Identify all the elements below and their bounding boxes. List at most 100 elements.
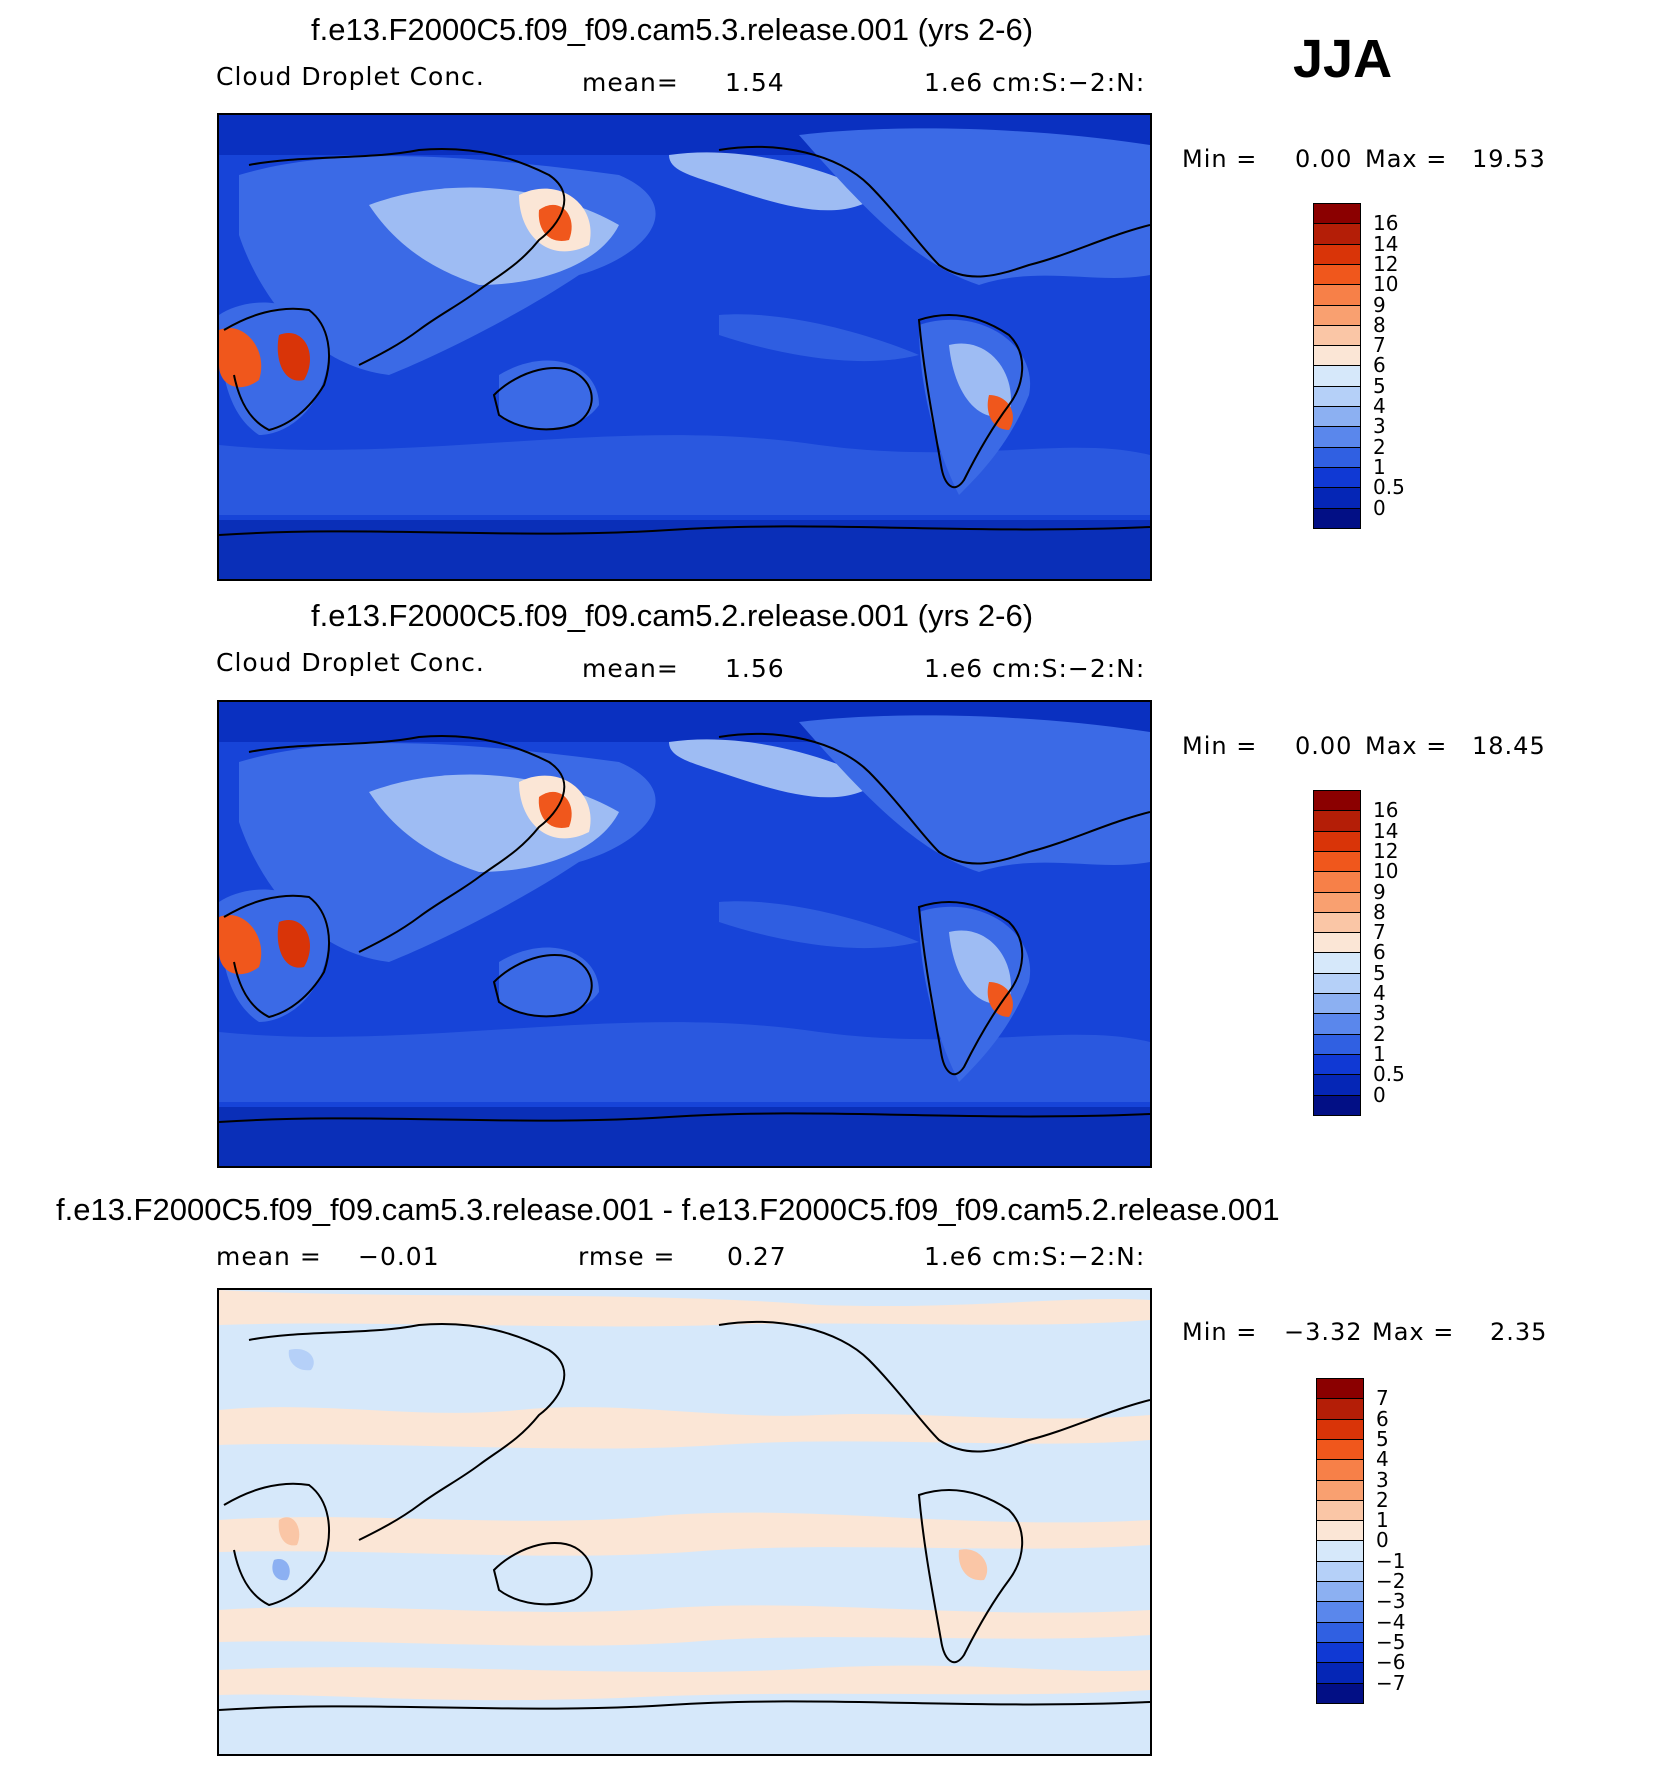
panel-1-colorbar-swatch <box>1313 385 1361 408</box>
panel-2-north-pacific-plume <box>669 739 879 798</box>
panel-1-map-svg <box>219 115 1150 579</box>
panel-3-cool-anomaly-europe <box>288 1349 314 1371</box>
panel-1-colorbar-label: 2 <box>1373 434 1386 459</box>
panel-2-min-label: Min = <box>1182 732 1258 760</box>
panel-1-colorbar-swatch <box>1313 406 1361 428</box>
panel-1-africa-plume-east <box>277 333 310 381</box>
panel-3-mean-label: mean = <box>216 1242 322 1271</box>
panel-3-coastlines <box>219 1320 1150 1711</box>
panel-2-colorbar-swatch <box>1313 1033 1361 1056</box>
panel-1-map <box>217 113 1152 581</box>
panel-3-colorbar-label: −4 <box>1376 1609 1406 1634</box>
panel-3-title: f.e13.F2000C5.f09_f09.cam5.3.release.001… <box>56 1192 1280 1227</box>
panel-1-north-pacific-plume <box>669 152 879 211</box>
panel-3-min-value: −3.32 <box>1284 1318 1363 1346</box>
panel-2-colorbar-swatch <box>1313 1074 1361 1096</box>
panel-1-title: f.e13.F2000C5.f09_f09.cam5.3.release.001… <box>311 12 1034 47</box>
panel-1-colorbar-swatch <box>1313 203 1361 225</box>
panel-2-colorbar-label: 8 <box>1373 899 1386 924</box>
panel-3-min-label: Min = <box>1182 1318 1258 1346</box>
panel-2-max-value: 18.45 <box>1472 732 1546 760</box>
panel-1-min-value: 0.00 <box>1295 145 1353 173</box>
panel-3-map <box>217 1288 1152 1756</box>
panel-2-africa-plume-west <box>219 915 262 975</box>
panel-3-colorbar-swatch <box>1316 1662 1364 1684</box>
panel-3-max-label: Max = <box>1372 1318 1455 1346</box>
panel-3-colorbar-label: 1 <box>1376 1508 1389 1533</box>
panel-2-map-svg <box>219 702 1150 1166</box>
panel-1-max-label: Max = <box>1365 145 1448 173</box>
panel-3-colorbar-swatch <box>1316 1621 1364 1644</box>
panel-3-colorbar-label: −5 <box>1376 1629 1406 1654</box>
panel-1-units: 1.e6 cm:S:−2:N: <box>924 68 1146 97</box>
panel-2-colorbar-label: 3 <box>1373 1001 1386 1026</box>
panel-2-colorbar-label: 5 <box>1373 960 1386 985</box>
panel-2-colorbar-swatch <box>1313 891 1361 914</box>
panel-3-colorbar-swatch <box>1316 1479 1364 1502</box>
panel-2-max-label: Max = <box>1365 732 1448 760</box>
panel-3-colorbar-label: −2 <box>1376 1569 1406 1593</box>
panel-3-colorbar-swatch <box>1316 1560 1364 1583</box>
panel-1-africa-plume-west <box>219 328 262 388</box>
panel-2-australia <box>499 947 599 1016</box>
panel-1-colorbar-swatch <box>1313 243 1361 266</box>
panel-2-colorbar-swatch <box>1313 810 1361 833</box>
panel-1-pacific-band <box>719 314 919 362</box>
panel-1-southern-band <box>219 435 1150 515</box>
panel-2-colorbar-swatch <box>1313 972 1361 995</box>
panel-1-brazil-hot <box>987 395 1013 430</box>
panel-1-field-label: Cloud Droplet Conc. <box>216 62 485 91</box>
panel-3-colorbar-label: 6 <box>1376 1406 1389 1431</box>
panel-2-field-label: Cloud Droplet Conc. <box>216 648 485 677</box>
panel-3-colorbar-swatch <box>1316 1641 1364 1664</box>
panel-1-antarctic-band <box>219 520 1150 579</box>
panel-1-colorbar-label: 6 <box>1373 353 1386 378</box>
panel-1-colorbar-label: 4 <box>1373 394 1386 418</box>
panel-2-colorbar-swatch <box>1313 952 1361 975</box>
panel-3-colorbar-swatch <box>1316 1398 1364 1421</box>
panel-2-brazil-hot <box>987 982 1013 1017</box>
panel-3-warm-band-mid <box>219 1407 1150 1449</box>
panel-1-colorbar-swatch <box>1313 284 1361 306</box>
panel-3-units: 1.e6 cm:S:−2:N: <box>924 1242 1146 1271</box>
panel-3-colorbar-swatch <box>1316 1682 1364 1705</box>
panel-1-colorbar-swatch <box>1313 365 1361 388</box>
panel-1-colorbar-label: 7 <box>1373 333 1386 358</box>
panel-2-colorbar-swatch <box>1313 1013 1361 1036</box>
panel-2-colorbar-label: 0.5 <box>1373 1062 1405 1087</box>
panel-3-colorbar-label: 2 <box>1376 1487 1389 1512</box>
panel-2-colorbar-label: 14 <box>1373 818 1399 843</box>
panel-3-colorbar-label: 0 <box>1376 1528 1389 1553</box>
panel-1-colorbar-swatch <box>1313 223 1361 246</box>
panel-2-colorbar-swatch <box>1313 830 1361 853</box>
panel-3-warm-band-north <box>219 1290 1150 1327</box>
panel-3-mean-value: −0.01 <box>358 1242 440 1271</box>
panel-2-colorbar-swatch <box>1313 790 1361 812</box>
panel-2-colorbar: 16 14 12 10 9 8 7 6 5 4 3 2 1 0.5 0 <box>1313 790 1473 1160</box>
panel-1-colorbar-swatch <box>1313 324 1361 347</box>
panel-2-colorbar-swatch <box>1313 932 1361 954</box>
panel-3-map-svg <box>219 1290 1150 1754</box>
panel-1-colorbar-label: 0 <box>1373 495 1386 520</box>
panel-2-colorbar-label: 7 <box>1373 920 1386 945</box>
panel-1-colorbar-swatch <box>1313 345 1361 367</box>
panel-1-north-america <box>799 128 1150 285</box>
panel-3-colorbar-label: −7 <box>1376 1670 1406 1695</box>
panel-2-coastlines <box>219 732 1150 1123</box>
panel-3-colorbar-label: −3 <box>1376 1589 1406 1614</box>
panel-1-colorbar-label: 16 <box>1373 211 1399 236</box>
panel-3-warm-band-southern-ocean <box>219 1665 1150 1701</box>
panel-1-colorbar-label: 12 <box>1373 251 1399 276</box>
panel-2-colorbar-label: 9 <box>1373 879 1386 904</box>
panel-1-colorbar-label: 14 <box>1373 231 1399 256</box>
panel-3-colorbar-label: 7 <box>1376 1386 1389 1411</box>
panel-2-colorbar-label: 10 <box>1373 859 1399 884</box>
panel-1-colorbar: 16 14 12 10 9 8 7 6 5 4 3 2 1 0.5 0 <box>1313 203 1473 573</box>
panel-1-max-value: 19.53 <box>1472 145 1546 173</box>
panel-3-cool-anomaly-africa <box>272 1559 290 1581</box>
panel-3-colorbar-swatch <box>1316 1581 1364 1603</box>
panel-2-colorbar-label: 12 <box>1373 838 1399 863</box>
panel-3-colorbar-swatch <box>1316 1418 1364 1441</box>
panel-3-colorbar: 7 6 5 4 3 2 1 0 −1 −2 −3 −4 −5 −6 −7 <box>1316 1378 1476 1748</box>
panel-3-south-america-anomaly <box>958 1549 988 1581</box>
